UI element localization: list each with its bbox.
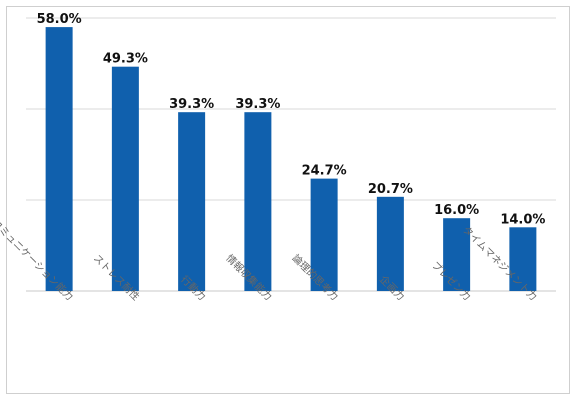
value-label-6: 20.7% <box>368 182 413 197</box>
bar-4 <box>244 112 272 291</box>
bar-2 <box>111 66 139 291</box>
bar-5 <box>310 178 338 291</box>
value-label-2: 49.3% <box>103 52 148 67</box>
value-labels: 58.0% 49.3% 39.3% 39.3% 24.7% 20.7% 16.0% 14.0% <box>37 12 546 227</box>
value-label-3: 39.3% <box>169 97 214 112</box>
value-label-7: 16.0% <box>434 203 479 218</box>
bar-7 <box>443 218 471 291</box>
value-label-1: 58.0% <box>37 12 82 27</box>
bar-1 <box>45 27 73 291</box>
bar-8 <box>509 227 537 291</box>
bars <box>45 27 537 291</box>
bar-3 <box>178 112 206 291</box>
value-label-8: 14.0% <box>500 212 545 227</box>
value-label-4: 39.3% <box>235 97 280 112</box>
bar-6 <box>376 196 404 291</box>
value-label-5: 24.7% <box>302 164 347 179</box>
